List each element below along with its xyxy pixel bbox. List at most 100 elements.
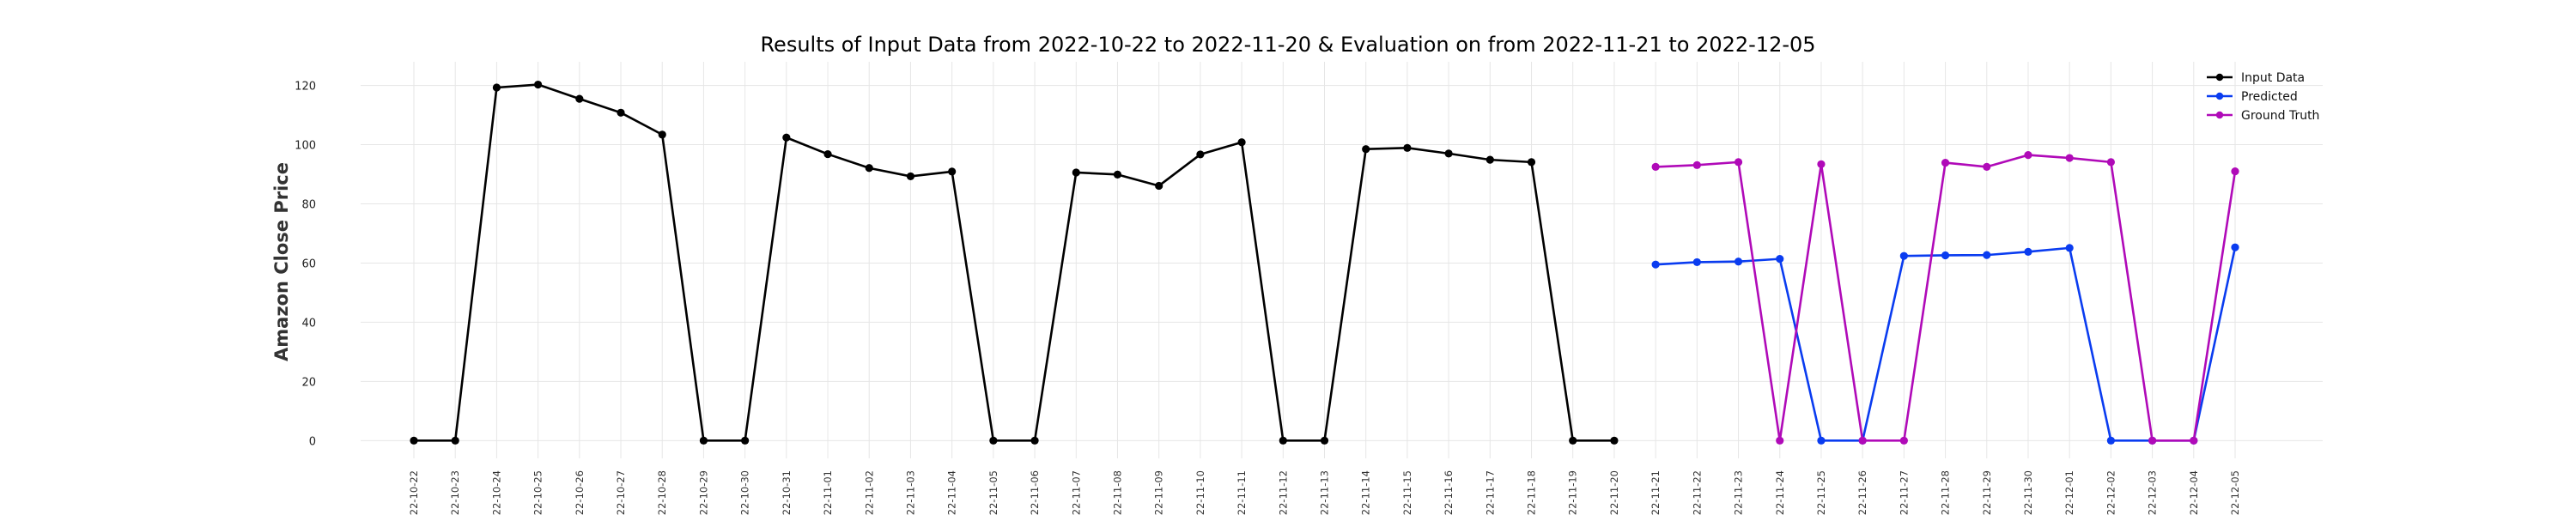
data-point-ground-truth bbox=[1692, 161, 1701, 169]
x-tick-label: 2022-10-22 bbox=[408, 470, 420, 515]
x-tick-label: 2022-11-17 bbox=[1484, 470, 1496, 515]
x-tick-label: 2022-11-04 bbox=[946, 470, 958, 515]
x-tick-label: 2022-11-15 bbox=[1401, 470, 1413, 515]
x-axis-ticks: 2022-10-22 2022-10-23 2022-10-24 2022-10-25… bbox=[408, 470, 2241, 515]
data-point-predicted bbox=[2231, 243, 2239, 251]
x-tick-label: 2022-11-29 bbox=[1981, 470, 1993, 515]
data-point-ground-truth bbox=[2231, 167, 2239, 176]
series-layer bbox=[410, 80, 2239, 445]
data-point-input-data bbox=[1362, 145, 1370, 154]
data-point-input-data bbox=[410, 436, 418, 445]
x-tick-label: 2022-11-24 bbox=[1774, 470, 1786, 515]
data-point-input-data bbox=[1527, 158, 1536, 167]
x-tick-label: 2022-11-22 bbox=[1691, 470, 1703, 515]
data-point-input-data bbox=[699, 436, 708, 445]
data-point-input-data bbox=[782, 133, 791, 142]
x-tick-label: 2022-11-11 bbox=[1236, 470, 1248, 515]
data-point-input-data bbox=[1072, 168, 1080, 177]
x-tick-label: 2022-11-02 bbox=[863, 470, 875, 515]
data-point-predicted bbox=[1817, 436, 1826, 445]
data-point-predicted bbox=[2024, 247, 2032, 256]
y-tick-label: 40 bbox=[301, 317, 316, 330]
data-point-input-data bbox=[1030, 436, 1039, 445]
chart-title: Results of Input Data from 2022-10-22 to… bbox=[760, 33, 1816, 57]
x-tick-label: 2022-12-04 bbox=[2188, 470, 2200, 515]
y-tick-label: 20 bbox=[301, 376, 316, 389]
x-tick-label: 2022-11-09 bbox=[1153, 470, 1165, 515]
x-tick-label: 2022-10-23 bbox=[449, 470, 461, 515]
data-point-input-data bbox=[451, 436, 459, 445]
data-point-input-data bbox=[948, 167, 957, 176]
x-tick-label: 2022-12-03 bbox=[2147, 470, 2159, 515]
data-point-input-data bbox=[1113, 170, 1122, 179]
data-point-input-data bbox=[1279, 436, 1287, 445]
data-point-predicted bbox=[1734, 258, 1743, 266]
data-point-predicted bbox=[1692, 258, 1701, 267]
legend-marker-input-data bbox=[2215, 73, 2224, 82]
x-tick-label: 2022-11-19 bbox=[1567, 470, 1579, 515]
data-point-input-data bbox=[1569, 436, 1577, 445]
data-point-predicted bbox=[2065, 244, 2074, 252]
data-point-ground-truth bbox=[2065, 154, 2074, 162]
y-tick-label: 120 bbox=[295, 81, 316, 94]
legend-label-input-data: Input Data bbox=[2241, 71, 2305, 85]
x-tick-label: 2022-11-25 bbox=[1815, 470, 1827, 515]
data-point-input-data bbox=[575, 94, 584, 103]
data-point-ground-truth bbox=[1651, 162, 1660, 171]
data-point-predicted bbox=[1651, 260, 1660, 269]
data-point-ground-truth bbox=[2024, 151, 2032, 160]
x-tick-label: 2022-11-23 bbox=[1733, 470, 1745, 515]
data-point-ground-truth bbox=[2106, 158, 2115, 167]
data-point-predicted bbox=[1899, 251, 1908, 260]
x-tick-label: 2022-11-20 bbox=[1608, 470, 1620, 515]
data-point-ground-truth bbox=[2148, 436, 2157, 445]
data-point-ground-truth bbox=[1941, 158, 1950, 167]
data-point-ground-truth bbox=[1899, 436, 1908, 445]
x-tick-label: 2022-10-28 bbox=[656, 470, 668, 515]
data-point-input-data bbox=[534, 80, 543, 89]
data-point-input-data bbox=[1320, 436, 1329, 445]
x-tick-label: 2022-11-26 bbox=[1856, 470, 1868, 515]
y-tick-label: 100 bbox=[295, 140, 316, 153]
data-point-input-data bbox=[1237, 138, 1246, 147]
legend: Input Data Predicted Ground Truth bbox=[2207, 71, 2319, 123]
x-tick-label: 2022-12-05 bbox=[2229, 470, 2241, 515]
data-point-input-data bbox=[492, 83, 501, 92]
x-tick-label: 2022-11-07 bbox=[1070, 470, 1082, 515]
x-tick-label: 2022-11-01 bbox=[822, 470, 834, 515]
data-point-ground-truth bbox=[1734, 158, 1743, 167]
x-tick-label: 2022-11-08 bbox=[1111, 470, 1123, 515]
x-tick-label: 2022-10-27 bbox=[615, 470, 627, 515]
grid-layer bbox=[361, 62, 2323, 458]
y-axis-label: Amazon Close Price bbox=[271, 162, 292, 361]
x-tick-label: 2022-10-26 bbox=[574, 470, 586, 515]
data-point-input-data bbox=[1610, 436, 1619, 445]
x-tick-label: 2022-10-24 bbox=[490, 470, 502, 515]
data-point-input-data bbox=[617, 108, 625, 117]
y-tick-label: 80 bbox=[301, 198, 316, 211]
data-point-input-data bbox=[1196, 150, 1205, 159]
x-tick-label: 2022-11-27 bbox=[1898, 470, 1910, 515]
x-tick-label: 2022-10-30 bbox=[739, 470, 751, 515]
y-axis-ticks: 0 20 40 60 80 100 120 bbox=[295, 81, 316, 449]
legend-label-ground-truth: Ground Truth bbox=[2241, 109, 2319, 123]
x-tick-label: 2022-11-12 bbox=[1277, 470, 1289, 515]
data-point-input-data bbox=[989, 436, 998, 445]
series-line-input-data bbox=[414, 83, 1614, 442]
data-point-input-data bbox=[1444, 149, 1453, 158]
legend-marker-ground-truth bbox=[2215, 111, 2224, 119]
legend-label-predicted: Predicted bbox=[2241, 90, 2298, 104]
data-point-input-data bbox=[865, 164, 873, 173]
data-point-ground-truth bbox=[1817, 160, 1826, 168]
data-point-predicted bbox=[1941, 251, 1950, 260]
data-point-input-data bbox=[823, 149, 832, 159]
y-tick-label: 0 bbox=[309, 435, 316, 448]
data-point-input-data bbox=[1155, 181, 1163, 191]
x-tick-label: 2022-11-16 bbox=[1443, 470, 1455, 515]
x-tick-label: 2022-11-30 bbox=[2022, 470, 2034, 515]
x-tick-label: 2022-10-29 bbox=[697, 470, 709, 515]
x-tick-label: 2022-11-06 bbox=[1029, 470, 1041, 515]
x-tick-label: 2022-11-18 bbox=[1526, 470, 1538, 515]
data-point-input-data bbox=[906, 172, 915, 181]
data-point-predicted bbox=[1983, 251, 1991, 259]
